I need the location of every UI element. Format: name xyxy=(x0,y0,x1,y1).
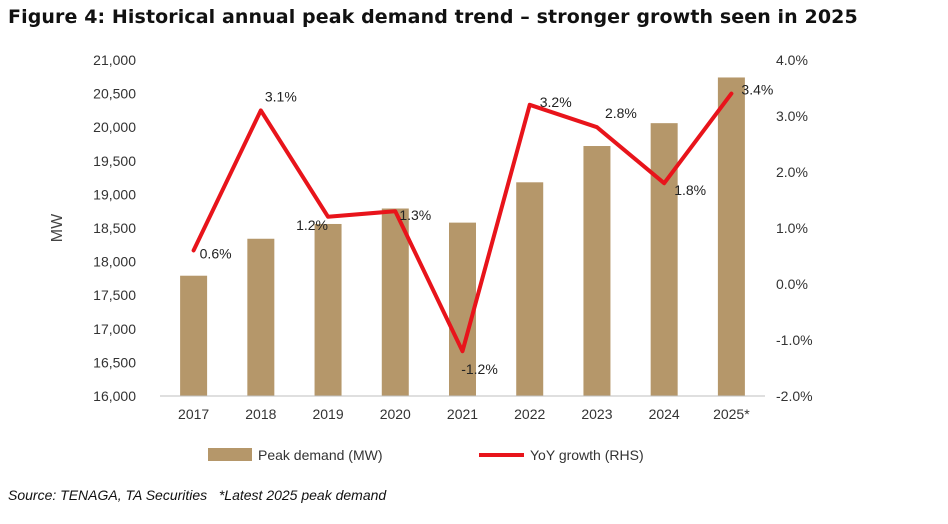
data-labels: 0.6% 3.1% 1.2% 1.3% -1.2% 3.2% 2.8% 1.8% 3.4% xyxy=(200,82,774,378)
y-tick-label: 17,500 xyxy=(93,287,136,303)
data-label: 0.6% xyxy=(200,245,232,261)
x-tick-label: 2025* xyxy=(713,406,750,422)
bar-2021 xyxy=(449,222,476,396)
data-label: 1.3% xyxy=(399,207,431,223)
data-label: 2.8% xyxy=(605,105,637,121)
bar-2018 xyxy=(247,238,275,396)
bar-2023 xyxy=(583,146,611,396)
y-tick-label: 20,000 xyxy=(93,119,136,135)
x-tick-label: 2023 xyxy=(581,406,612,422)
y-axis-title: MW xyxy=(49,213,66,242)
y2-tick-label: 1.0% xyxy=(776,220,808,236)
data-label: 3.4% xyxy=(741,82,773,98)
data-label: 1.8% xyxy=(674,182,706,198)
x-tick-label: 2021 xyxy=(447,406,478,422)
x-tick-label: 2019 xyxy=(312,406,343,422)
data-label: 1.2% xyxy=(296,217,328,233)
y2-tick-label: -1.0% xyxy=(776,332,813,348)
legend-label: YoY growth (RHS) xyxy=(530,447,644,463)
y-tick-label: 18,500 xyxy=(93,220,136,236)
legend-label: Peak demand (MW) xyxy=(258,447,382,463)
y-tick-label: 21,000 xyxy=(93,52,136,68)
bar-series xyxy=(180,77,745,397)
x-tick-label: 2024 xyxy=(649,406,680,422)
y-tick-label: 19,000 xyxy=(93,186,136,202)
data-label: 3.2% xyxy=(540,94,572,110)
y2-tick-label: 2.0% xyxy=(776,164,808,180)
x-tick-label: 2017 xyxy=(178,406,209,422)
y-tick-label: 16,500 xyxy=(93,354,136,370)
bar-2019 xyxy=(314,223,342,396)
y-tick-label: 20,500 xyxy=(93,86,136,102)
y2-tick-label: -2.0% xyxy=(776,388,813,404)
axes: 16,000 16,500 17,000 17,500 18,000 18,500 19,0… xyxy=(49,52,813,422)
combo-chart: 16,000 16,500 17,000 17,500 18,000 18,500 19,0… xyxy=(49,52,813,463)
x-tick-label: 2020 xyxy=(380,406,411,422)
y2-tick-label: 0.0% xyxy=(776,276,808,292)
bar-2022 xyxy=(516,182,544,396)
chart-title: Figure 4: Historical annual peak demand … xyxy=(8,6,858,28)
y-tick-label: 17,000 xyxy=(93,321,136,337)
x-tick-label: 2022 xyxy=(514,406,545,422)
bar-2017 xyxy=(180,275,208,396)
data-label: 3.1% xyxy=(265,88,297,104)
data-label: -1.2% xyxy=(461,361,498,377)
bar-2025 xyxy=(717,77,745,397)
y-tick-label: 18,000 xyxy=(93,254,136,270)
y-tick-label: 16,000 xyxy=(93,388,136,404)
legend-swatch-bar xyxy=(208,448,252,461)
line-series xyxy=(191,91,734,354)
legend: Peak demand (MW) YoY growth (RHS) xyxy=(208,447,644,463)
bar-2020 xyxy=(381,208,409,396)
x-tick-label: 2018 xyxy=(245,406,276,422)
y2-tick-label: 3.0% xyxy=(776,108,808,124)
bar-2024 xyxy=(650,123,678,396)
y2-tick-label: 4.0% xyxy=(776,52,808,68)
source-note: Source: TENAGA, TA Securities *Latest 20… xyxy=(8,487,387,503)
y-tick-label: 19,500 xyxy=(93,153,136,169)
